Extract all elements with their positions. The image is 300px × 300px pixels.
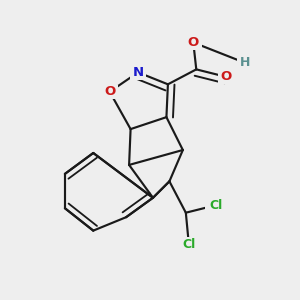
FancyBboxPatch shape	[101, 85, 118, 99]
FancyBboxPatch shape	[205, 198, 226, 212]
Text: O: O	[188, 36, 199, 49]
FancyBboxPatch shape	[185, 35, 202, 50]
FancyBboxPatch shape	[130, 65, 146, 80]
Text: O: O	[220, 70, 232, 83]
Text: N: N	[133, 66, 144, 79]
Text: H: H	[240, 56, 250, 69]
Text: Cl: Cl	[182, 238, 195, 250]
FancyBboxPatch shape	[218, 70, 234, 84]
Text: O: O	[104, 85, 115, 98]
FancyBboxPatch shape	[178, 237, 199, 251]
Text: Cl: Cl	[209, 199, 222, 212]
FancyBboxPatch shape	[237, 56, 253, 70]
